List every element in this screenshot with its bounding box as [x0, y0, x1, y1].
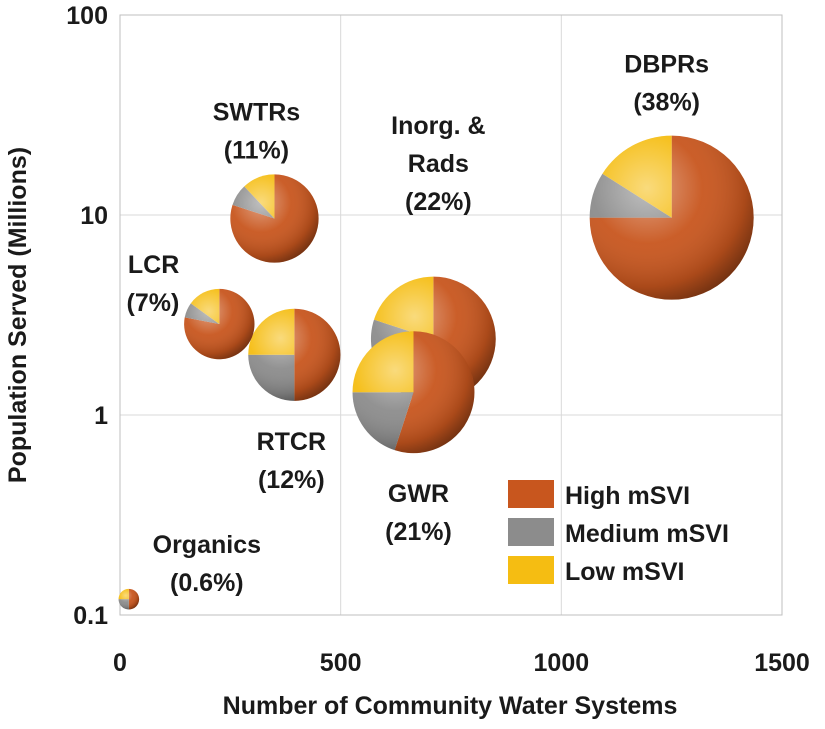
bubble-label-line: (12%) — [258, 466, 325, 494]
bubble-label-line: DBPRs — [624, 51, 709, 79]
bubble-label-line: (22%) — [405, 188, 472, 216]
x-axis-title: Number of Community Water Systems — [223, 692, 678, 720]
y-tick-label: 100 — [66, 2, 108, 30]
x-tick-label: 1000 — [534, 649, 590, 677]
label-lcr: LCR (7%) — [127, 251, 180, 317]
y-axis-title: Population Served (Millions) — [4, 147, 32, 483]
bubble-rtcr — [248, 308, 341, 401]
y-tick-label: 10 — [80, 202, 108, 230]
bubble-labels: DBPRs (38%) Inorg. & Rads (22%) GWR (21%) RTCR (… — [127, 51, 710, 598]
x-tick-label: 0 — [113, 649, 127, 677]
legend-swatch-high — [508, 480, 554, 508]
bubble-shading — [230, 174, 319, 263]
bubble-label-line: GWR — [388, 480, 449, 508]
bubble-label-line: (21%) — [385, 518, 452, 546]
x-tick-labels: 0 500 1000 1500 — [113, 649, 810, 677]
bubble-dbprs — [589, 135, 754, 300]
bubble-shading — [589, 135, 754, 300]
bubble-label-line: (0.6%) — [170, 569, 244, 597]
bubble-label-line: (7%) — [127, 289, 180, 317]
y-tick-label: 0.1 — [73, 602, 108, 630]
bubble-shading — [184, 288, 255, 360]
label-rtcr: RTCR (12%) — [257, 428, 326, 494]
label-gwr: GWR (21%) — [385, 480, 452, 546]
plot-area-frame — [119, 14, 783, 616]
legend-label-low: Low mSVI — [565, 558, 684, 586]
bubble-label-line: LCR — [128, 251, 179, 279]
bubble-shading — [352, 331, 475, 454]
x-tick-label: 1500 — [754, 649, 810, 677]
bubble-gwr — [352, 331, 475, 454]
legend-swatch-low — [508, 556, 554, 584]
legend-swatch-medium — [508, 518, 554, 546]
legend-label-medium: Medium mSVI — [565, 520, 729, 548]
bubble-label-line: (11%) — [224, 137, 289, 165]
bubble-label-line: Organics — [153, 531, 261, 559]
bubble-label-line: (38%) — [633, 89, 700, 117]
legend: High mSVI Medium mSVI Low mSVI — [508, 480, 729, 586]
label-dbprs: DBPRs (38%) — [624, 51, 709, 117]
label-inorg-rads: Inorg. & Rads (22%) — [391, 112, 485, 216]
bubble-lcr — [184, 288, 255, 360]
bubble-label-line: Inorg. & — [391, 112, 485, 140]
bubble-label-line: SWTRs — [213, 99, 301, 127]
y-tick-labels: 0.1 1 10 100 — [66, 2, 108, 630]
bubbles — [118, 135, 754, 610]
bubble-shading — [118, 588, 140, 610]
bubble-swtrs — [230, 174, 319, 263]
label-swtrs: SWTRs (11%) — [213, 99, 301, 165]
bubble-label-line: RTCR — [257, 428, 326, 456]
label-organics: Organics (0.6%) — [153, 531, 261, 597]
x-tick-label: 500 — [320, 649, 362, 677]
y-tick-label: 1 — [94, 402, 108, 430]
bubble-organics — [118, 588, 140, 610]
bubble-label-line: Rads — [408, 150, 469, 178]
legend-label-high: High mSVI — [565, 482, 690, 510]
bubble-shading — [248, 308, 341, 401]
